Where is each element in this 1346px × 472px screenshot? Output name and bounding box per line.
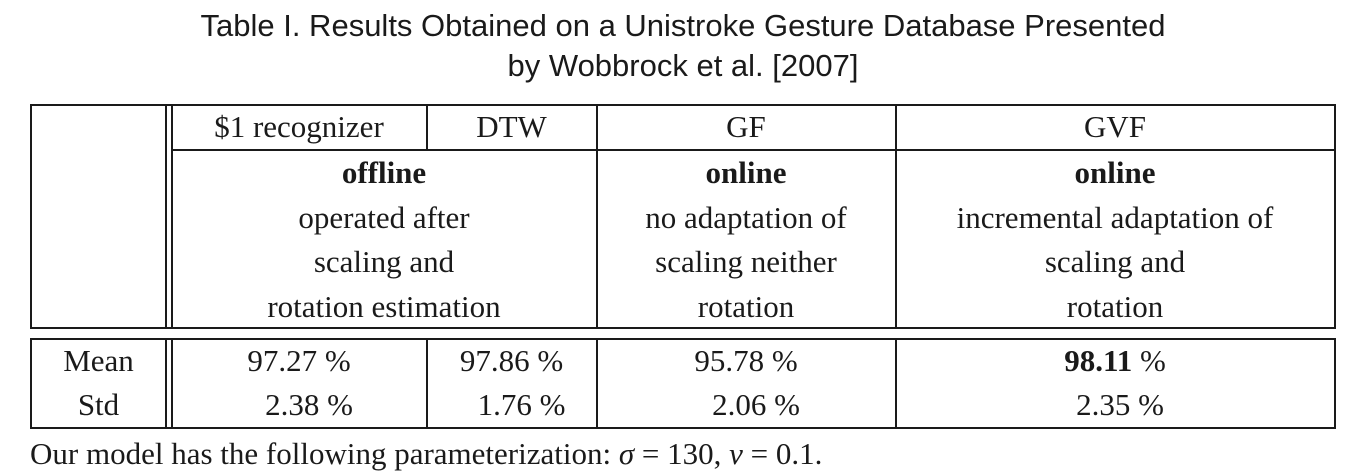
table-cell: 1.76 % [477,387,566,422]
table-cell: 2.06 % [712,387,800,422]
table-cell: 97.86 % [459,343,564,378]
rule [426,104,428,150]
mode-description: operated after [298,199,470,235]
rule [1334,338,1336,429]
caption-line-2: by Wobbrock et al. [2007] [507,48,859,83]
header-cell: DTW [476,109,547,144]
table-cell: 2.38 % [265,387,353,422]
rule [172,149,1336,151]
mode-description: incremental adaptation of [956,199,1274,235]
rule [30,338,32,429]
rule [30,338,1336,340]
rule [30,427,1336,429]
rule [30,104,32,329]
sigma-symbol: σ [618,436,635,471]
table-cell: 2.35 % [1076,387,1164,422]
rule [1334,104,1336,329]
caption-line-1: Table I. Results Obtained on a Unistroke… [200,8,1166,43]
rule [30,327,1336,329]
row-label: Std [77,387,120,422]
rule [30,104,1336,106]
best-value: 98.11 [1064,343,1133,378]
rule [426,338,428,429]
table-cell: 97.27 % [247,343,351,378]
header-cell: GVF [1083,109,1146,144]
mode-description: no adaptation of [645,199,847,235]
header-group: online incremental adaptation of scaling… [896,151,1334,329]
mode-label: offline [341,155,427,190]
rule [171,104,173,329]
rule [165,338,167,429]
header-cell: GF [726,109,766,144]
rule [171,338,173,429]
rule [596,338,598,429]
rule [895,338,897,429]
rule [895,104,897,329]
best-unit: % [1132,343,1166,378]
mode-label: online [705,155,787,190]
note-prefix: Our model has the following parameteriza… [30,436,619,471]
mode-description: rotation [697,288,795,324]
mode-label: online [1074,155,1156,190]
table-cell-best: 98.11 % [896,339,1334,383]
row-label: Mean [63,343,134,378]
header-group: offline operated after scaling and rotat… [172,151,596,329]
rule [596,104,598,329]
mode-description: rotation estimation [267,288,501,324]
table-cell: 95.78 % [694,343,798,378]
nu-value: = 0.1. [742,436,823,471]
table-caption: Table I. Results Obtained on a Unistroke… [0,6,1346,86]
mode-description: scaling and [313,244,455,279]
nu-symbol: ν [729,436,743,471]
sigma-value: = 130, [634,436,730,471]
header-group: online no adaptation of scaling neither … [597,151,895,329]
mode-description: scaling neither [655,244,837,279]
header-cell: $1 recognizer [214,109,384,144]
mode-description: scaling and [1044,244,1186,279]
mode-description: rotation [1066,288,1164,324]
parameter-note: Our model has the following parameteriza… [30,436,822,472]
rule [165,104,167,329]
